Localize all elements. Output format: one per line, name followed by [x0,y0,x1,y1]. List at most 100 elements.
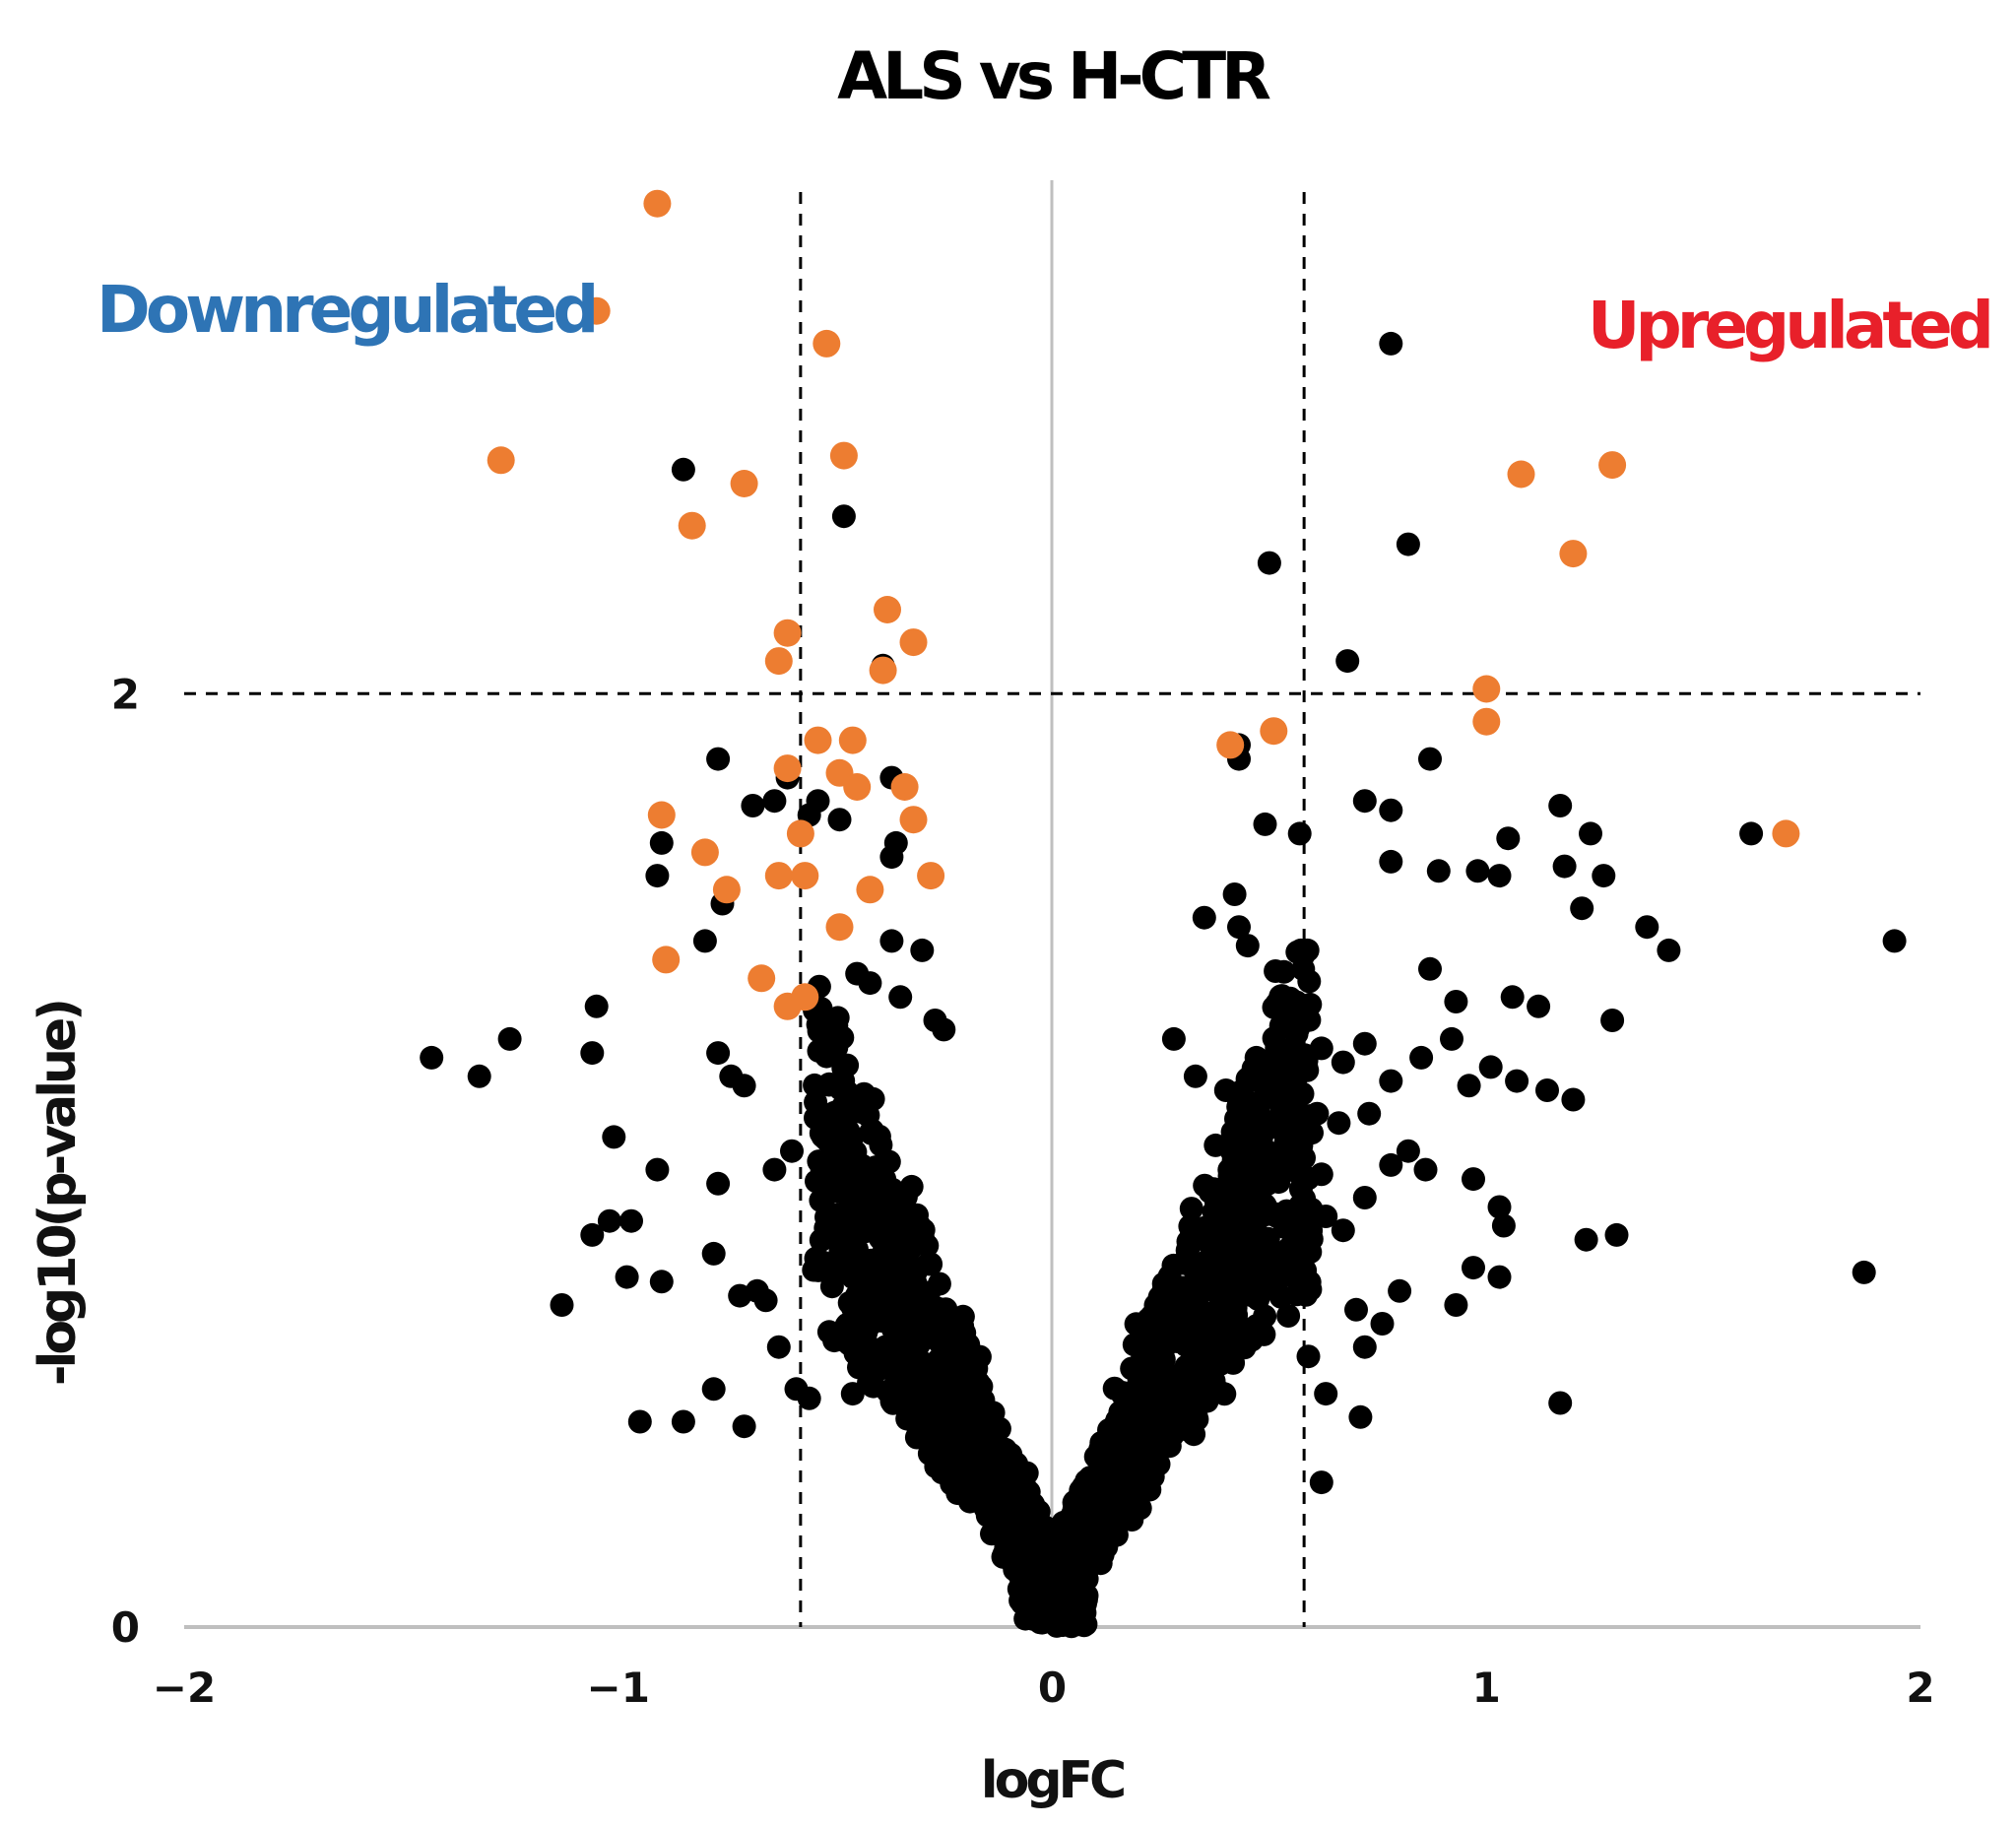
data-point [1370,1312,1395,1336]
x-tick-label: 0 [1038,1664,1067,1712]
data-point [1344,1297,1368,1322]
data-points [420,189,1907,1639]
data-point [1487,1265,1512,1289]
data-point [867,1124,891,1148]
data-point [1170,1373,1195,1397]
data-point-significant [582,296,611,325]
data-point-significant [856,876,884,904]
data-point [822,1100,847,1125]
data-point [1352,1186,1377,1209]
data-point [1396,532,1420,556]
data-point [1257,551,1281,575]
data-point [1267,1170,1291,1195]
data-point-significant [825,913,854,942]
data-point [812,1157,835,1181]
data-point [706,1171,731,1196]
data-point [1200,1179,1224,1204]
data-point-significant [1559,540,1588,568]
data-point-significant [838,726,867,754]
data-point [888,985,913,1010]
data-point [741,794,765,817]
data-point [1535,1078,1559,1102]
data-point [1552,854,1577,879]
data-point [1592,864,1616,888]
data-point [927,1272,951,1296]
data-point [888,1253,913,1277]
data-point [977,1471,1002,1496]
data-point [706,747,731,771]
data-point-significant [1216,731,1245,759]
data-point [840,1125,865,1149]
data-point [1278,1055,1303,1079]
data-point [858,971,882,996]
data-point [1305,1101,1330,1126]
data-point [1335,649,1360,674]
axes [184,180,1920,1629]
data-point [580,1222,605,1247]
data-point [645,864,670,888]
data-point [1561,1087,1586,1112]
data-point [762,789,787,814]
data-point [649,830,674,855]
data-point [831,504,856,529]
data-point [1237,1221,1261,1246]
data-point [1292,1187,1317,1211]
x-axis-label: logFC [981,1751,1124,1810]
data-point [1200,1304,1224,1329]
data-point [1462,1167,1485,1192]
data-point [671,457,695,482]
data-point [1379,1069,1403,1093]
x-tick-label: −1 [587,1664,650,1712]
data-point [1527,994,1551,1018]
data-point [1570,896,1594,921]
data-point [1396,1139,1420,1163]
data-point [1141,1453,1166,1477]
data-point [1388,1278,1412,1303]
data-point [838,1257,863,1281]
x-tick-label: 1 [1472,1664,1501,1712]
data-point [826,1203,851,1227]
data-point [831,1056,856,1080]
data-point [584,994,609,1018]
data-point [854,1315,878,1339]
data-point [1074,1584,1099,1607]
data-point [1462,1256,1485,1280]
data-point-significant [791,862,819,890]
data-point [1129,1373,1152,1398]
data-point [911,1217,936,1242]
data-point-significant [712,876,741,904]
data-point [920,1394,944,1418]
x-tick-label: −2 [153,1664,216,1712]
data-point-significant [1598,451,1627,480]
y-tick-label: 2 [111,670,140,718]
data-point-significant [764,647,793,676]
data-point-significant [917,862,945,890]
data-point-significant [773,754,802,783]
data-point [1413,1157,1438,1182]
data-point [701,1377,726,1402]
data-point [1491,1213,1516,1238]
data-point [804,1258,828,1282]
data-point-significant [652,946,681,974]
data-point-significant [773,619,802,647]
data-point [899,1174,924,1199]
data-point [1211,1253,1236,1276]
data-point [1309,1162,1333,1187]
data-point [879,845,904,870]
data-point [1298,1240,1323,1265]
data-point [762,1157,787,1182]
data-point [1165,1330,1190,1353]
data-point [1574,1227,1598,1252]
data-point [1253,812,1277,836]
data-point [1418,747,1442,771]
data-point [1268,1013,1293,1038]
data-point [943,1338,967,1363]
data-point [1287,1125,1312,1149]
data-point [1272,1108,1296,1133]
data-point [1287,821,1312,846]
data-point [1010,1496,1034,1520]
data-point [732,1414,756,1439]
data-point-significant [678,511,706,540]
data-point [1203,1133,1228,1157]
data-point [842,1183,867,1207]
